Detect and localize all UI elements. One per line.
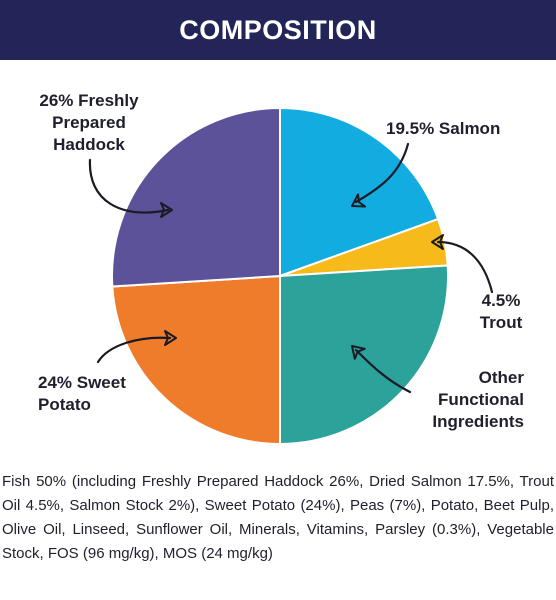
pie-chart (88, 106, 494, 446)
slice-salmon (279, 106, 440, 278)
header-bar: COMPOSITION (0, 0, 556, 60)
page-title: COMPOSITION (179, 14, 377, 45)
slice-label-line: 4.5% (481, 291, 521, 310)
arrow-other (351, 345, 412, 394)
arrow-salmon (351, 142, 410, 208)
slice-label-line: Haddock (53, 135, 125, 154)
slice-label-sweet-potato: 24% Sweet Potato (38, 372, 168, 416)
slice-label-line: Functional (438, 390, 524, 409)
slice-label-other: Other Functional Ingredients (400, 367, 524, 433)
slice-label-line: Other (478, 368, 524, 387)
slice-sweet-potato (111, 274, 281, 446)
slice-label-trout: 4.5% Trout (466, 290, 536, 334)
arrow-sweet-potato (96, 330, 177, 364)
slice-label-line: 26% Freshly (39, 91, 139, 110)
pie-chart-area: 26% Freshly Prepared Haddock 19.5% Salmo… (0, 60, 556, 460)
slice-label-line: 19.5% Salmon (386, 119, 501, 138)
slice-label-line: Potato (38, 395, 91, 414)
arrow-haddock (88, 158, 173, 218)
slice-label-line: Prepared (52, 113, 126, 132)
slice-other-ingredients (279, 264, 450, 446)
slice-label-haddock: 26% Freshly Prepared Haddock (14, 90, 164, 156)
slice-label-salmon: 19.5% Salmon (386, 118, 546, 140)
slice-haddock (110, 106, 281, 288)
arrow-trout (431, 234, 494, 294)
slice-label-line: Trout (479, 313, 523, 332)
slice-label-line: Ingredients (432, 412, 524, 431)
composition-description: Fish 50% (including Freshly Prepared Had… (2, 473, 554, 562)
slice-label-line: 24% Sweet (38, 373, 126, 392)
